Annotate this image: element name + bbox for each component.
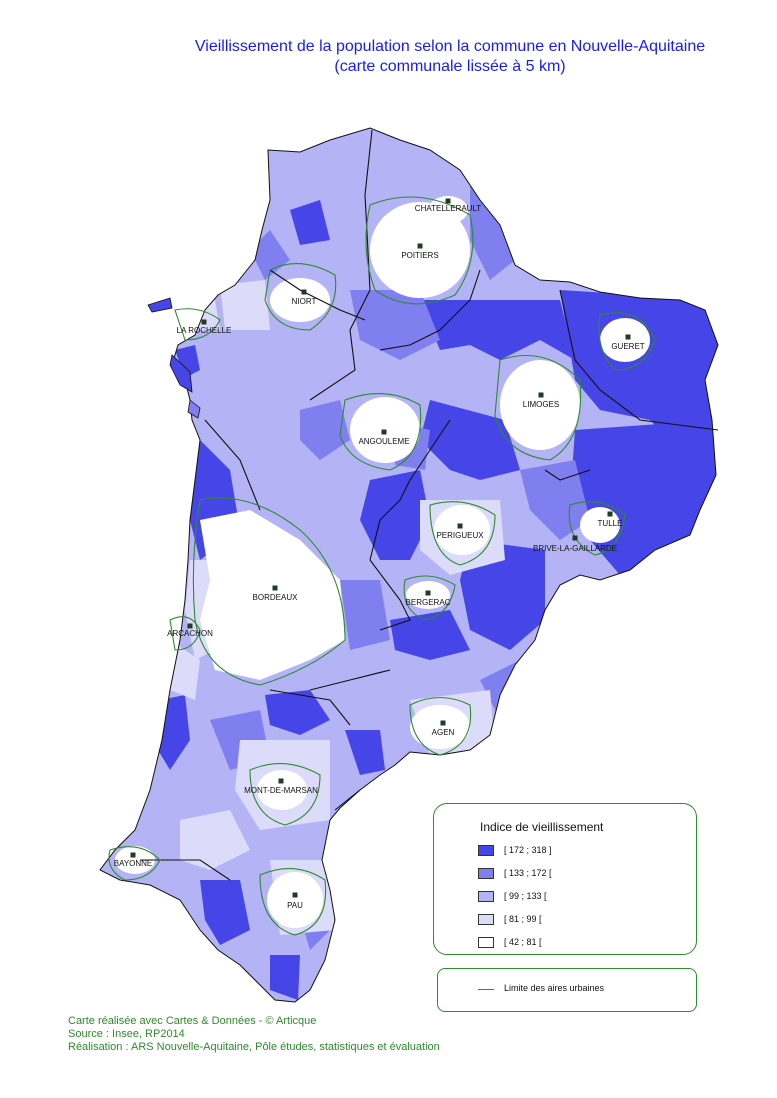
city-label: ANGOULEME	[358, 437, 409, 446]
city-marker	[625, 334, 631, 340]
city-label: BORDEAUX	[253, 593, 299, 602]
legend-row: [ 133 ; 172 [	[478, 867, 552, 879]
islands	[147, 297, 201, 419]
city-label: POITIERS	[401, 251, 438, 260]
legend-swatch	[478, 890, 494, 902]
urban-limit-line-swatch	[478, 989, 494, 990]
legend-label: [ 172 ; 318 ]	[504, 845, 552, 855]
legend-swatch	[478, 913, 494, 925]
legend-label: [ 99 ; 133 [	[504, 891, 547, 901]
city-label: BERGERAC	[406, 598, 451, 607]
city-label: NIORT	[292, 297, 317, 306]
city-markers: CHATELLERAULT POITIERS NIORT LA ROCHELLE GUE…	[114, 198, 645, 910]
credits-line1: Carte réalisée avec Cartes & Données - ©…	[68, 1015, 317, 1027]
city-label: MONT-DE-MARSAN	[244, 786, 318, 795]
credits: Carte réalisée avec Cartes & Données - ©…	[68, 1015, 440, 1054]
city-label: GUERET	[611, 342, 644, 351]
city-marker	[130, 852, 136, 858]
legend-panel: Indice de vieillissement [ 172 ; 318 ] […	[433, 803, 697, 955]
city-label: BRIVE-LA-GAILLARDE	[533, 544, 617, 553]
city-label: AGEN	[432, 728, 455, 737]
legend-row: [ 172 ; 318 ]	[478, 844, 552, 856]
legend-label: [ 133 ; 172 [	[504, 868, 552, 878]
city-label: TULLE	[598, 519, 623, 528]
city-marker	[301, 289, 307, 295]
city-marker	[201, 319, 207, 325]
city-label: LA ROCHELLE	[177, 326, 232, 335]
legend-swatch	[478, 936, 494, 948]
credits-line3: Réalisation : ARS Nouvelle-Aquitaine, Pô…	[68, 1041, 440, 1053]
city-label: PERIGUEUX	[436, 531, 484, 540]
city-label: BAYONNE	[114, 859, 153, 868]
city-marker	[272, 585, 278, 591]
city-label: ARCACHON	[167, 629, 213, 638]
line-legend-panel: Limite des aires urbaines	[437, 968, 697, 1012]
legend-swatch	[478, 844, 494, 856]
legend-label: [ 42 ; 81 [	[504, 937, 542, 947]
urban-limit-label: Limite des aires urbaines	[504, 983, 605, 993]
city-marker	[440, 720, 446, 726]
city-marker	[445, 198, 451, 204]
legend-title: Indice de vieillissement	[480, 820, 604, 834]
legend-label: [ 81 ; 99 [	[504, 914, 542, 924]
department-borders	[140, 129, 719, 881]
city-marker	[457, 523, 463, 529]
city-marker	[425, 590, 431, 596]
city-label: CHATELLERAULT	[415, 204, 482, 213]
city-marker	[292, 892, 298, 898]
city-marker	[381, 429, 387, 435]
map-title-line2: (carte communale lissée à 5 km)	[334, 58, 566, 75]
map-title-line1: Vieillissement de la population selon la…	[194, 38, 706, 55]
legend-row: [ 99 ; 133 [	[478, 890, 547, 902]
city-marker	[417, 243, 423, 249]
city-marker	[607, 511, 613, 517]
city-marker	[187, 623, 193, 629]
city-label: PAU	[287, 901, 303, 910]
credits-line2: Source : Insee, RP2014	[68, 1028, 185, 1040]
legend-swatch	[478, 867, 494, 879]
urban-area-limits	[108, 196, 656, 936]
city-label: LIMOGES	[523, 400, 559, 409]
city-marker	[278, 778, 284, 784]
legend-row: [ 81 ; 99 [	[478, 913, 542, 925]
legend-row: [ 42 ; 81 [	[478, 936, 542, 948]
city-marker	[572, 535, 578, 541]
city-marker	[538, 392, 544, 398]
